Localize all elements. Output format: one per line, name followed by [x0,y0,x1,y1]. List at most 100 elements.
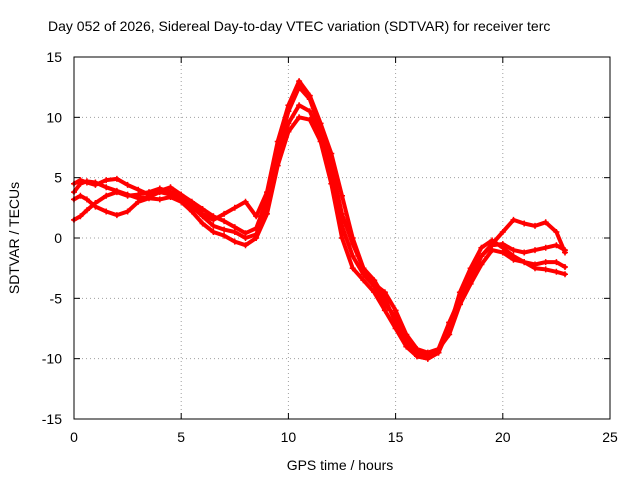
data-point [328,180,335,187]
series-trace [72,85,567,361]
data-point [317,138,324,145]
data-point [296,114,303,121]
data-point [135,191,142,198]
data-point [489,247,496,254]
data-point [478,253,485,260]
data-point [253,235,260,241]
data-point [467,265,474,272]
series-track-c [71,78,568,356]
data-point [199,220,206,227]
data-point [274,138,281,145]
data-point [210,216,217,223]
data-point [296,78,303,85]
chart-title: Day 052 of 2026, Sidereal Day-to-day VTE… [48,18,550,34]
data-point [532,247,538,254]
data-point [156,185,163,192]
data-point [510,216,517,223]
data-point [92,203,99,210]
data-point [478,244,485,251]
data-point [253,213,260,220]
data-point [264,210,270,217]
y-tick-label: -15 [42,411,62,427]
data-point [499,249,506,256]
data-point [553,242,560,249]
data-point [414,346,420,352]
data-point [77,213,84,220]
data-point [424,349,431,356]
data-point [403,343,410,350]
data-point [510,247,517,254]
y-tick-label: -5 [50,290,63,306]
data-point [103,177,110,184]
data-point [221,226,228,233]
data-point [435,349,442,356]
data-point [360,265,367,272]
x-tick-label: 20 [495,429,511,445]
data-point [221,232,228,239]
data-point [77,177,84,184]
data-point [446,331,453,338]
data-point [83,196,90,203]
data-point [124,192,131,199]
data-point [210,222,217,229]
data-point [317,120,324,127]
data-point [349,235,356,241]
data-point [231,204,238,211]
data-point [242,198,249,205]
data-point [381,289,388,296]
data-point [188,208,195,215]
data-point [542,266,549,273]
x-tick-label: 0 [70,429,78,445]
data-point [521,259,528,266]
data-point [339,192,345,199]
data-point [103,208,110,215]
data-point [124,208,131,215]
data-point [553,268,560,275]
data-point [360,277,367,284]
data-point [146,189,152,196]
series-track-d [71,114,568,362]
data-point [521,249,528,256]
data-point [381,307,388,314]
data-point [489,241,496,247]
data-point [178,198,185,205]
data-point [371,280,378,287]
data-point [306,116,313,123]
data-point [285,102,292,109]
data-point [562,271,568,278]
x-tick-label: 25 [602,429,618,445]
y-tick-label: -10 [42,351,62,367]
data-point [542,219,549,226]
data-point [532,265,538,272]
data-point [274,162,281,169]
data-point [306,108,313,115]
data-point [146,195,152,202]
data-point [199,210,206,217]
data-point [553,259,560,266]
data-point [231,224,238,231]
axis-ticks: 0 5 10 15 20 25 -15 -10 -5 0 5 10 15 [42,49,618,445]
data-point [103,184,110,191]
series-trace [72,79,567,355]
data-point [113,175,120,182]
data-point [478,261,485,268]
data-point [264,189,270,196]
data-point [83,179,90,186]
data-point [371,289,378,296]
data-point [188,201,195,208]
data-point [499,229,506,235]
y-axis-label: SDTVAR / TECUs [6,182,22,294]
data-point [124,181,131,188]
x-tick-label: 5 [177,429,185,445]
data-point [521,220,528,227]
data-point [221,210,228,217]
data-point [456,301,463,308]
data-point [135,198,142,205]
data-point [532,222,538,229]
y-tick-label: 15 [46,49,62,65]
y-tick-label: 5 [54,170,62,186]
data-point [296,102,303,109]
data-point [424,355,431,362]
data-point [113,189,120,196]
